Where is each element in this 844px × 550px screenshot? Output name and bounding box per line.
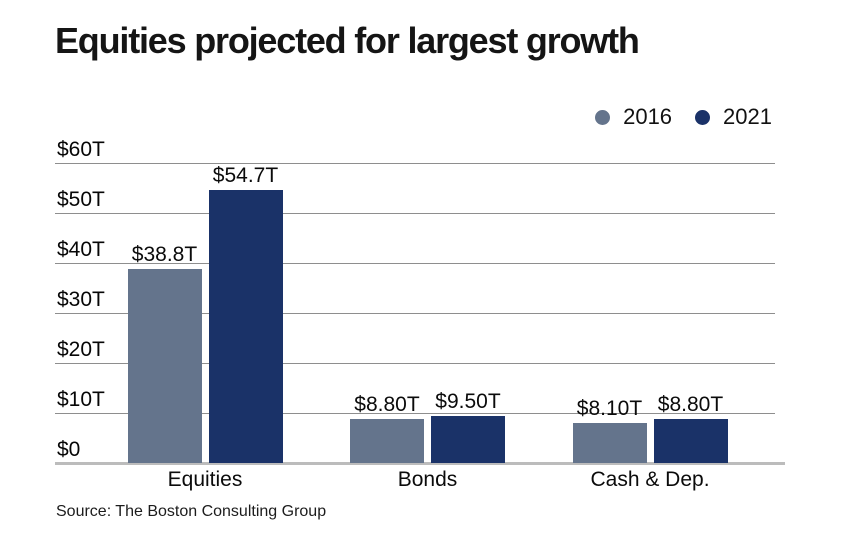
chart-title: Equities projected for largest growth <box>55 20 640 61</box>
gridline-$30T <box>55 313 775 314</box>
gridline-$60T <box>55 163 775 164</box>
bar-2016-Equities <box>127 269 202 463</box>
legend-label: 2016 <box>623 104 673 129</box>
data-label: $54.7T <box>212 163 279 187</box>
y-tick-label: $30T <box>57 288 105 311</box>
y-tick-label: $40T <box>57 238 105 261</box>
bar-2021-Bonds <box>431 415 505 463</box>
source-note: Source: The Boston Consulting Group <box>56 503 327 520</box>
legend-label: 2021 <box>723 104 772 129</box>
x-axis-line <box>55 462 785 465</box>
bar-2021-Cash & Dep. <box>653 419 728 463</box>
gridline-$10T <box>55 413 775 414</box>
data-label: $8.80T <box>657 393 724 416</box>
y-tick-label: $20T <box>57 338 105 361</box>
bar-2021-Equities <box>208 189 283 463</box>
bar-2016-Cash & Dep. <box>572 422 647 463</box>
gridline-$40T <box>55 263 775 264</box>
data-label: $8.80T <box>354 393 420 416</box>
data-label: $9.50T <box>435 389 501 413</box>
chart-legend: 2016 2021 <box>595 104 772 130</box>
legend-dot-icon <box>595 109 611 125</box>
bar-2016-Bonds <box>350 419 424 463</box>
category-label-Bonds: Bonds <box>397 468 458 491</box>
data-label: $38.8T <box>131 243 198 266</box>
y-tick-label: $0 <box>57 438 81 461</box>
y-tick-label: $50T <box>57 188 105 211</box>
data-label: $8.10T <box>576 396 643 420</box>
category-label-Cash & Dep.: Cash & Dep. <box>590 468 710 491</box>
gridline-$20T <box>55 363 775 364</box>
category-label-Equities: Equities <box>167 468 243 491</box>
legend-item-2021: 2021 <box>695 104 772 130</box>
legend-item-2016: 2016 <box>595 104 672 130</box>
y-tick-label: $60T <box>57 138 105 161</box>
legend-dot-icon <box>695 109 711 125</box>
y-tick-label: $10T <box>57 388 105 411</box>
gridline-$50T <box>55 213 775 214</box>
